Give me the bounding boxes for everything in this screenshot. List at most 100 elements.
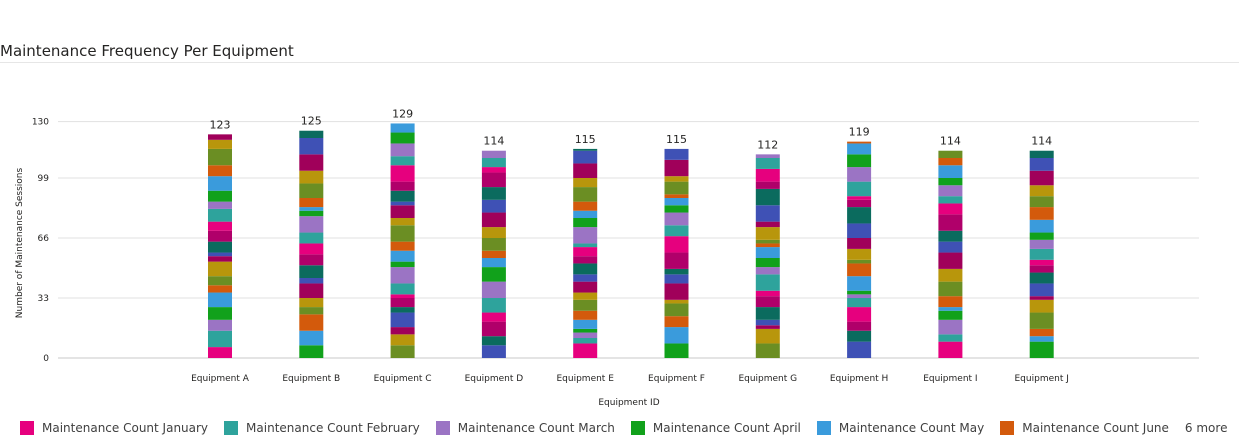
bar-segment xyxy=(208,252,232,257)
legend-item-june[interactable]: Maintenance Count June xyxy=(1000,421,1169,435)
legend-item-march[interactable]: Maintenance Count March xyxy=(435,421,615,435)
legend-item-may[interactable]: Maintenance Count May xyxy=(816,421,984,435)
bar-segment xyxy=(1029,328,1054,337)
bar-segment xyxy=(1029,283,1054,297)
bar-segment xyxy=(847,154,872,168)
bar-segment xyxy=(299,254,324,266)
bar-segment xyxy=(208,148,232,166)
bar-segment xyxy=(390,225,415,242)
bar-segment xyxy=(755,221,780,228)
bar-segment xyxy=(573,201,598,211)
bar-segment xyxy=(299,243,324,255)
bar-segment xyxy=(481,267,506,282)
bar-segment xyxy=(573,263,598,275)
bar-segment xyxy=(299,183,324,198)
bar-segment xyxy=(481,187,506,200)
bar-segment xyxy=(847,143,872,155)
bar-segment xyxy=(208,201,232,209)
bar-segment xyxy=(573,338,598,344)
legend-more-link[interactable]: 6 more xyxy=(1184,421,1228,435)
bar-segment xyxy=(938,241,963,253)
bar-segment xyxy=(664,148,689,160)
bar-segment xyxy=(1029,158,1054,171)
bar-segment xyxy=(847,307,872,322)
bar-segment xyxy=(208,165,232,177)
bar-segment xyxy=(938,334,963,342)
bar-segment xyxy=(390,205,415,218)
x-tick-label: Equipment B xyxy=(282,374,340,384)
bar-segment xyxy=(755,158,780,169)
bar-segment xyxy=(847,321,872,331)
bar-segment xyxy=(481,199,506,213)
bar-segment xyxy=(208,176,232,191)
bar-segment xyxy=(208,256,232,262)
bar-segment xyxy=(1029,232,1054,240)
bar-segment xyxy=(664,181,689,195)
bar-segment xyxy=(299,330,324,346)
bar-segment xyxy=(299,345,324,358)
bar-segment xyxy=(755,274,780,291)
bar-segment xyxy=(390,298,415,308)
bar-segment xyxy=(573,210,598,218)
bar-segment xyxy=(390,307,415,313)
bar-segment xyxy=(664,274,689,284)
bar-segment xyxy=(755,247,780,258)
bar-segment xyxy=(847,223,872,238)
bar-segment xyxy=(390,312,415,328)
y-axis-title: Number of Maintenance Sessions xyxy=(15,167,25,318)
bar-segment xyxy=(481,212,506,228)
bar-segment xyxy=(755,168,780,182)
bar-segment xyxy=(847,141,872,144)
bar-segment xyxy=(847,167,872,182)
bar-segment xyxy=(1029,259,1054,266)
legend-item-april[interactable]: Maintenance Count April xyxy=(630,421,801,435)
bar-segment xyxy=(481,281,506,298)
bar-segment xyxy=(664,252,689,269)
bar-segment xyxy=(938,296,963,308)
bar-segment xyxy=(1029,207,1054,220)
legend-item-january[interactable]: Maintenance Count January xyxy=(20,421,208,435)
bar-segment xyxy=(481,172,506,188)
bar-segment xyxy=(1029,239,1054,249)
legend-item-february[interactable]: Maintenance Count February xyxy=(224,421,420,435)
bar-segment xyxy=(847,298,872,308)
bar-segment xyxy=(390,132,415,144)
bar-segment xyxy=(938,150,963,158)
bar-segment xyxy=(755,343,780,358)
bar-segment xyxy=(390,334,415,346)
bar-segment xyxy=(755,290,780,297)
legend-label: Maintenance Count April xyxy=(652,421,801,435)
bar-segment xyxy=(664,283,689,300)
y-tick-label: 99 xyxy=(38,174,50,184)
y-tick-label: 130 xyxy=(32,118,49,128)
bar-segment xyxy=(390,143,415,157)
bar-segment xyxy=(390,201,415,206)
bar-segment xyxy=(755,325,780,329)
bar-segment xyxy=(208,307,232,320)
bar-segment xyxy=(755,188,780,206)
bar-segment xyxy=(847,276,872,291)
bar-segment xyxy=(1029,170,1054,186)
bar-segment xyxy=(755,205,780,222)
bar-total-label: 114 xyxy=(1031,135,1052,148)
bar-segment xyxy=(847,263,872,277)
bar-segment xyxy=(847,238,872,249)
legend-swatch xyxy=(224,421,239,435)
bar-total-label: 115 xyxy=(575,133,596,146)
bar-segment xyxy=(390,241,415,251)
bar-segment xyxy=(938,307,963,311)
bar-segment xyxy=(847,290,872,295)
bar-segment xyxy=(481,250,506,258)
bar-segment xyxy=(481,298,506,313)
bar-segment xyxy=(299,278,324,284)
bar-segment xyxy=(481,158,506,168)
bar-segment xyxy=(299,198,324,208)
bar-segment xyxy=(573,218,598,228)
bar-segment xyxy=(664,299,689,304)
bar-segment xyxy=(390,123,415,133)
bar-segment xyxy=(573,292,598,300)
bar-segment xyxy=(664,198,689,206)
bar-segment xyxy=(390,267,415,284)
bar-segment xyxy=(1029,336,1054,342)
bar-segment xyxy=(208,261,232,277)
